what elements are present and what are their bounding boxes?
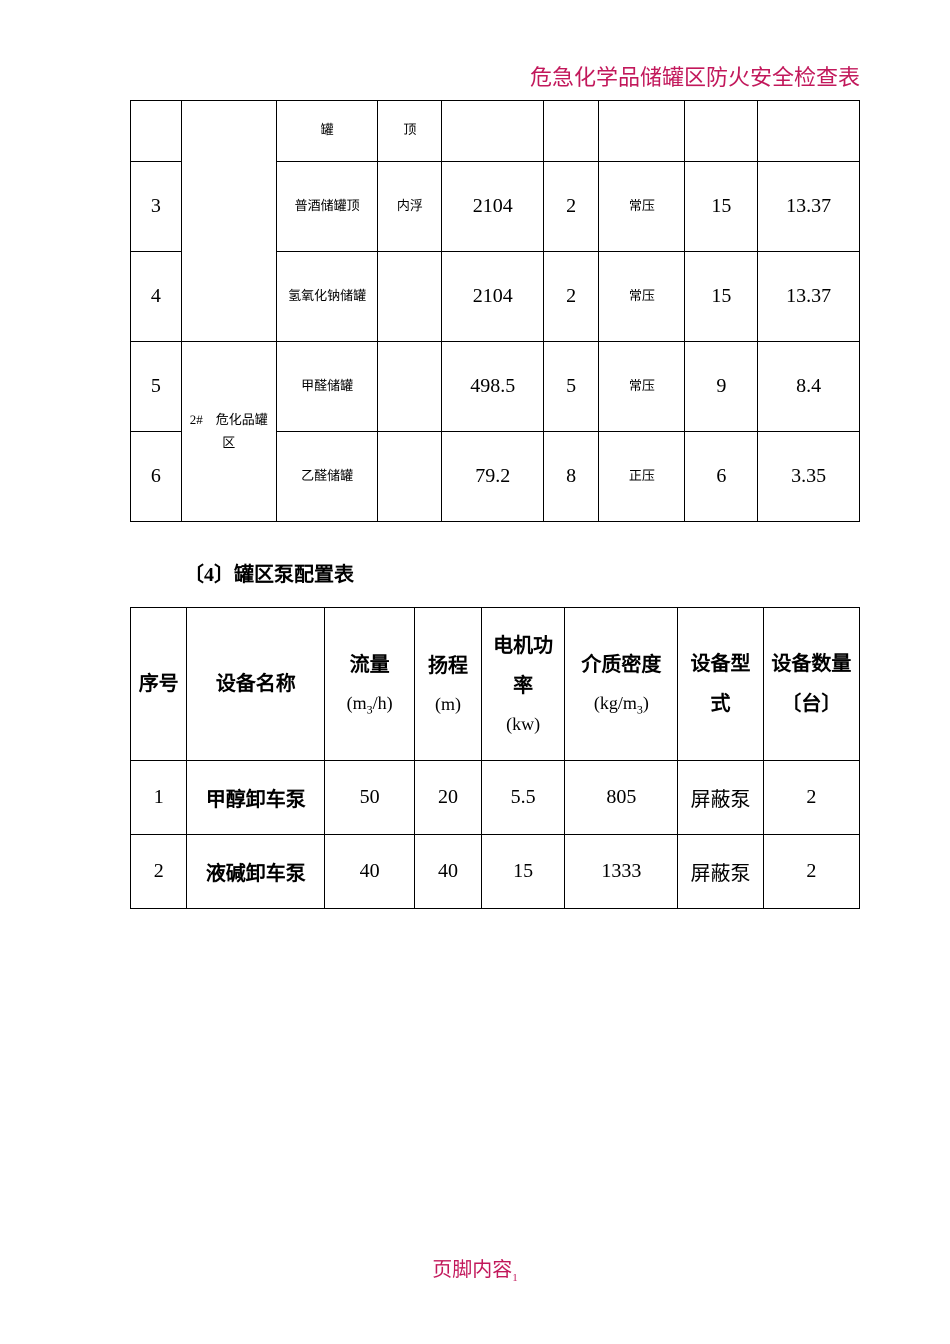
table-row: 1 甲醇卸车泵 50 20 5.5 805 屏蔽泵 2 [131, 760, 860, 834]
cell-d2 [758, 101, 860, 161]
cell-d2: 13.37 [758, 251, 860, 341]
cell-name: 甲醛储罐 [276, 341, 378, 431]
col-head: 扬程 (m) [415, 607, 482, 760]
cell-flow: 50 [325, 760, 415, 834]
col-density: 介质密度 (kg/m3) [565, 607, 678, 760]
cell-v1: 2104 [442, 251, 544, 341]
cell-d1: 15 [685, 161, 758, 251]
content-area: 罐 顶 3 普酒储罐顶 内浮 2104 2 常压 15 13.37 4 氢氧化钠… [0, 101, 950, 909]
cell-v2: 8 [544, 431, 599, 521]
cell-seq: 6 [131, 431, 182, 521]
table-header-row: 序号 设备名称 流量 (m3/h) 扬程 (m) 电机功率 (kw) 介质密度 … [131, 607, 860, 760]
cell-pressure: 常压 [599, 161, 685, 251]
col-power-label: 电机功率 [493, 635, 553, 697]
cell-d1: 6 [685, 431, 758, 521]
cell-area-label: 2# 危化品罐区 [181, 341, 276, 521]
cell-name: 乙醛储罐 [276, 431, 378, 521]
cell-v2: 5 [544, 341, 599, 431]
col-power: 电机功率 (kw) [481, 607, 565, 760]
col-density-unit: (kg/m3) [569, 685, 673, 722]
col-flow-unit: (m3/h) [329, 685, 410, 722]
cell-d1: 9 [685, 341, 758, 431]
cell-qty: 2 [763, 834, 859, 908]
col-type: 设备型式 [678, 607, 764, 760]
cell-seq: 2 [131, 834, 187, 908]
cell-top [378, 341, 442, 431]
col-name: 设备名称 [187, 607, 325, 760]
cell-head: 20 [415, 760, 482, 834]
cell-pressure [599, 101, 685, 161]
footer-text: 页脚内容 [432, 1259, 512, 1281]
page-header-title: 危急化学品储罐区防火安全检查表 [0, 60, 950, 100]
cell-seq: 5 [131, 341, 182, 431]
cell-top [378, 431, 442, 521]
cell-name: 液碱卸车泵 [187, 834, 325, 908]
table-row: 5 2# 危化品罐区 甲醛储罐 498.5 5 常压 9 8.4 [131, 341, 860, 431]
cell-name: 氢氧化钠储罐 [276, 251, 378, 341]
cell-head: 40 [415, 834, 482, 908]
cell-type: 屏蔽泵 [678, 760, 764, 834]
cell-seq [131, 101, 182, 161]
footer-page-number: 1 [512, 1272, 518, 1284]
cell-d2: 13.37 [758, 161, 860, 251]
cell-type: 屏蔽泵 [678, 834, 764, 908]
cell-name: 甲醇卸车泵 [187, 760, 325, 834]
cell-flow: 40 [325, 834, 415, 908]
col-flow: 流量 (m3/h) [325, 607, 415, 760]
cell-d1: 15 [685, 251, 758, 341]
cell-d1 [685, 101, 758, 161]
col-flow-label: 流量 [350, 654, 390, 676]
cell-top: 顶 [378, 101, 442, 161]
section-4-title: 〔4〕罐区泵配置表 [184, 558, 860, 587]
cell-qty: 2 [763, 760, 859, 834]
cell-power: 15 [481, 834, 565, 908]
cell-d2: 3.35 [758, 431, 860, 521]
cell-v2 [544, 101, 599, 161]
cell-density: 805 [565, 760, 678, 834]
cell-seq: 4 [131, 251, 182, 341]
col-seq: 序号 [131, 607, 187, 760]
cell-pressure: 正压 [599, 431, 685, 521]
pump-table: 序号 设备名称 流量 (m3/h) 扬程 (m) 电机功率 (kw) 介质密度 … [130, 607, 860, 909]
col-head-unit: (m) [419, 686, 477, 722]
col-power-unit: (kw) [486, 706, 561, 742]
cell-v1: 79.2 [442, 431, 544, 521]
table-row: 2 液碱卸车泵 40 40 15 1333 屏蔽泵 2 [131, 834, 860, 908]
cell-seq: 1 [131, 760, 187, 834]
col-density-label: 介质密度 [581, 654, 661, 676]
page-footer: 页脚内容1 [0, 1253, 950, 1284]
col-head-label: 扬程 [428, 655, 468, 677]
cell-v1: 2104 [442, 161, 544, 251]
cell-pressure: 常压 [599, 341, 685, 431]
cell-v1 [442, 101, 544, 161]
cell-name: 罐 [276, 101, 378, 161]
cell-d2: 8.4 [758, 341, 860, 431]
cell-v2: 2 [544, 161, 599, 251]
cell-density: 1333 [565, 834, 678, 908]
cell-seq: 3 [131, 161, 182, 251]
table-row: 罐 顶 [131, 101, 860, 161]
tank-table: 罐 顶 3 普酒储罐顶 内浮 2104 2 常压 15 13.37 4 氢氧化钠… [130, 101, 860, 522]
cell-name: 普酒储罐顶 [276, 161, 378, 251]
cell-power: 5.5 [481, 760, 565, 834]
col-qty: 设备数量〔台〕 [763, 607, 859, 760]
cell-v1: 498.5 [442, 341, 544, 431]
cell-pressure: 常压 [599, 251, 685, 341]
cell-top [378, 251, 442, 341]
cell-v2: 2 [544, 251, 599, 341]
cell-top: 内浮 [378, 161, 442, 251]
cell-area-blank [181, 101, 276, 341]
